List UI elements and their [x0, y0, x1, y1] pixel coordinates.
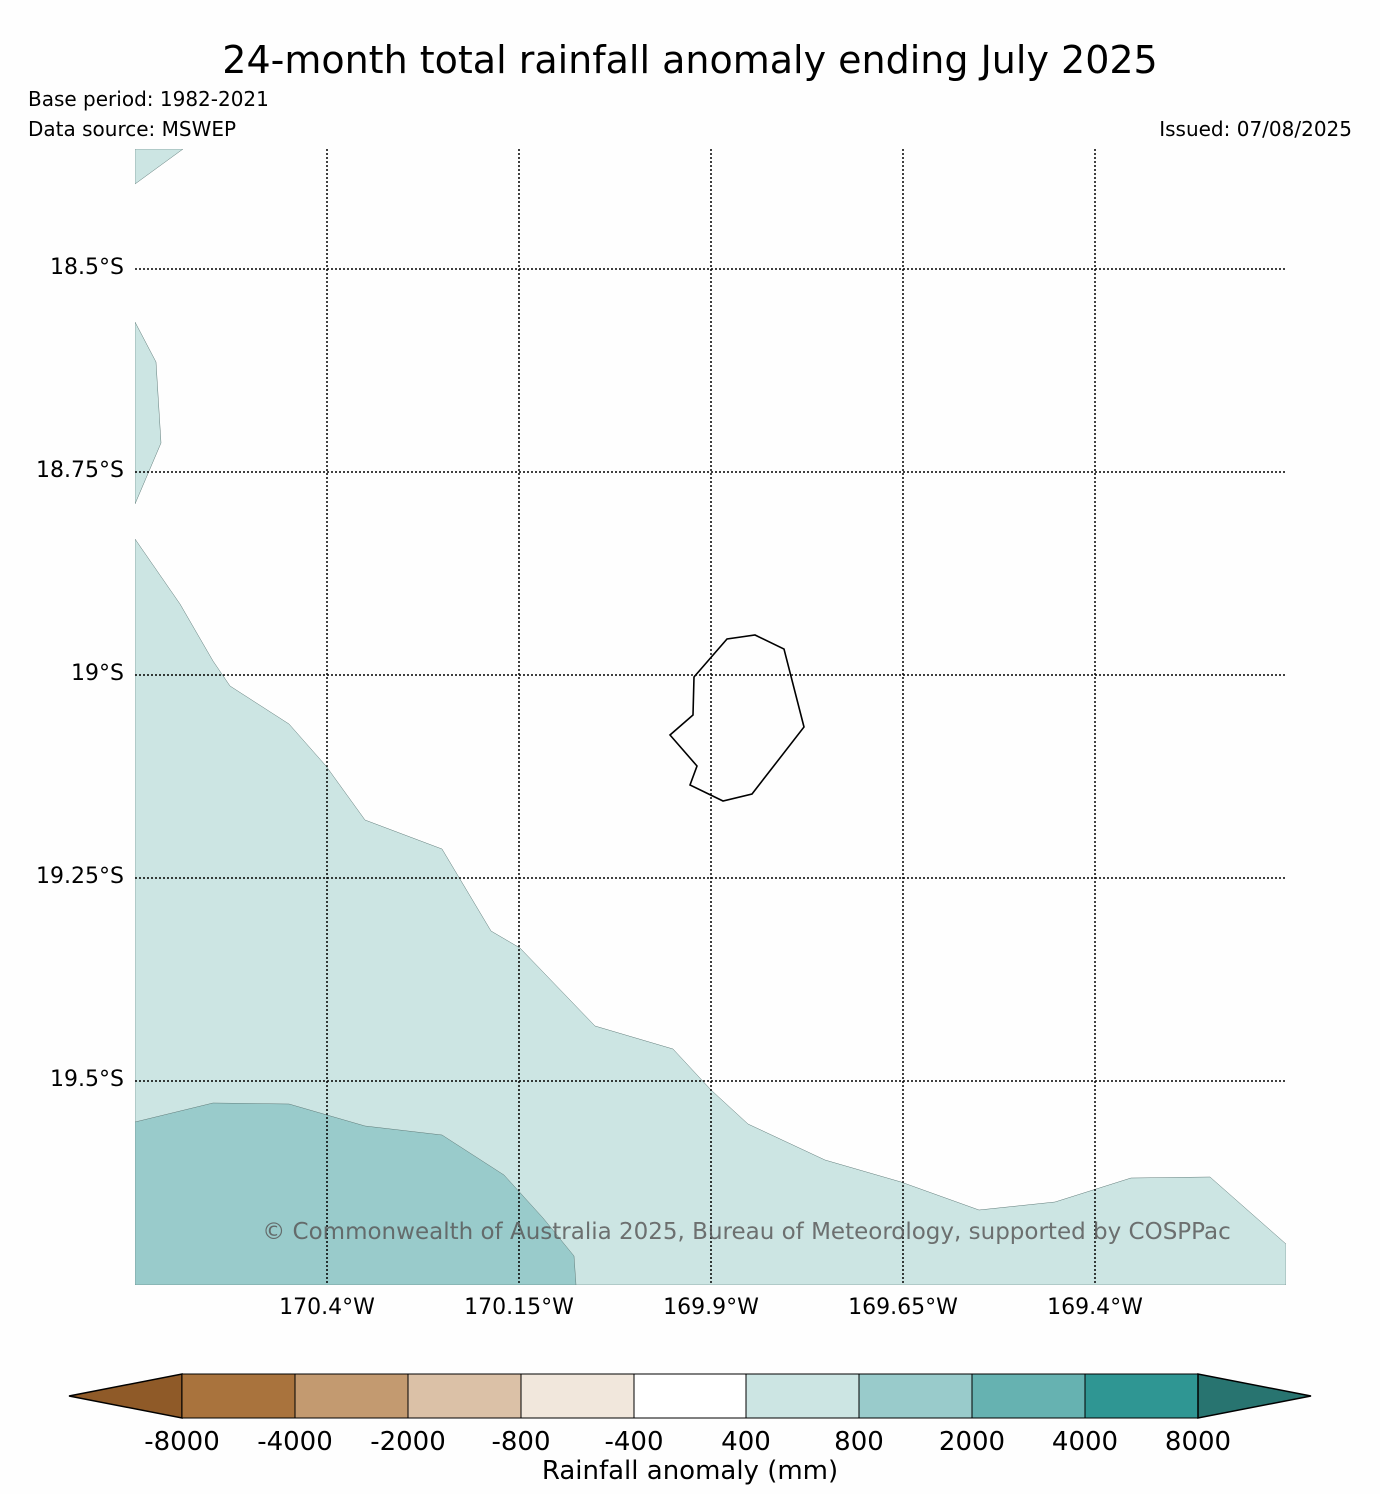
colorbar-segment-2	[294, 1373, 409, 1419]
lon-label-169-65: 169.65°W	[848, 1295, 958, 1320]
anomaly-region-800-2000	[135, 1102, 577, 1285]
copyright-watermark: © Commonwealth of Australia 2025, Bureau…	[262, 1219, 1231, 1245]
colorbar-tick-label: 4000	[1051, 1427, 1119, 1457]
colorbar-segment-9	[1084, 1373, 1199, 1419]
anomaly-region-400-800-main	[135, 538, 1286, 1285]
lat-label-18-75: 18.75°S	[36, 458, 124, 483]
colorbar-tick-label: 800	[834, 1427, 884, 1457]
colorbar-title: Rainfall anomaly (mm)	[541, 1456, 839, 1486]
lat-label-19: 19°S	[71, 661, 124, 686]
colorbar-tick-label: -800	[491, 1427, 551, 1457]
colorbar-tick-label: 8000	[1164, 1427, 1232, 1457]
lat-label-18-5: 18.5°S	[50, 255, 124, 280]
colorbar-segment-4	[520, 1373, 635, 1419]
anomaly-contours	[135, 149, 1286, 1285]
colorbar-segment-8	[971, 1373, 1086, 1419]
colorbar-segment-1	[181, 1373, 296, 1419]
colorbar-segment-7	[858, 1373, 973, 1419]
colorbar-segment-5	[633, 1373, 747, 1419]
data-source-text: Data source: MSWEP	[28, 117, 237, 141]
niue-island-outline	[668, 634, 805, 802]
colorbar-extend-high	[1197, 1373, 1312, 1419]
lon-label-169-4: 169.4°W	[1047, 1295, 1143, 1320]
lon-label-170-4: 170.4°W	[279, 1295, 375, 1320]
lon-label-170-15: 170.15°W	[464, 1295, 574, 1320]
lat-label-19-25: 19.25°S	[36, 864, 124, 889]
colorbar-extend-low	[68, 1373, 183, 1419]
colorbar-tick-label: 400	[721, 1427, 771, 1457]
colorbar-tick-label: 2000	[938, 1427, 1006, 1457]
colorbar	[68, 1373, 1312, 1419]
issued-date-text: Issued: 07/08/2025	[1159, 117, 1352, 141]
colorbar-segment-3	[407, 1373, 522, 1419]
lat-label-19-5: 19.5°S	[50, 1067, 124, 1092]
anomaly-region-400-800-left	[135, 321, 162, 505]
colorbar-tick-label: -400	[604, 1427, 664, 1457]
map-title: 24-month total rainfall anomaly ending J…	[222, 38, 1158, 82]
gridlines	[135, 149, 1286, 1285]
colorbar-segment-6	[745, 1373, 860, 1419]
base-period-text: Base period: 1982-2021	[28, 87, 269, 111]
colorbar-tick-label: -2000	[370, 1427, 446, 1457]
lon-label-169-9: 169.9°W	[663, 1295, 759, 1320]
colorbar-tick-label: -4000	[257, 1427, 333, 1457]
anomaly-region-400-800-top	[135, 149, 184, 185]
colorbar-tick-label: -8000	[144, 1427, 220, 1457]
